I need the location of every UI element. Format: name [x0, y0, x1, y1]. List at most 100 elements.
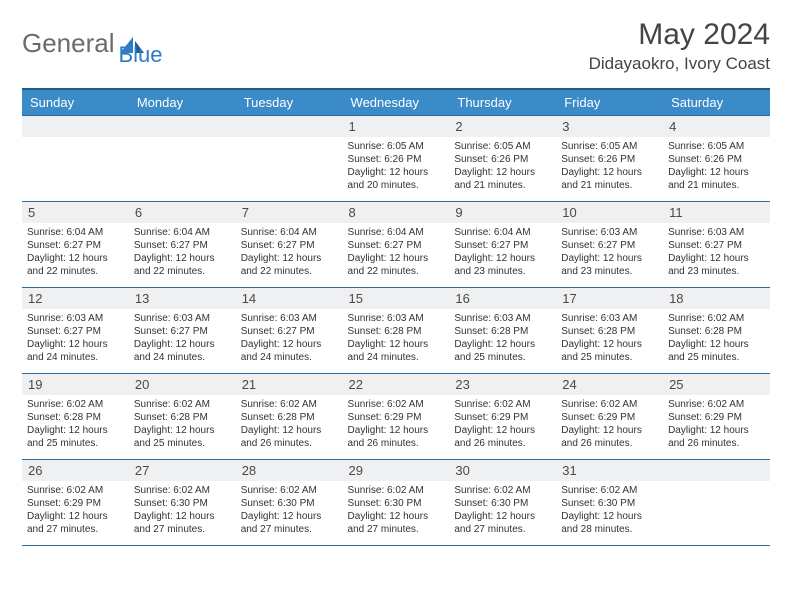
day-number: 17 — [556, 288, 663, 309]
calendar-cell — [129, 116, 236, 202]
calendar-cell: 5Sunrise: 6:04 AMSunset: 6:27 PMDaylight… — [22, 202, 129, 288]
day-number: 30 — [449, 460, 556, 481]
calendar-cell — [663, 460, 770, 546]
calendar-week-row: 12Sunrise: 6:03 AMSunset: 6:27 PMDayligh… — [22, 288, 770, 374]
day-number: 3 — [556, 116, 663, 137]
day-number: 19 — [22, 374, 129, 395]
day-number: 15 — [343, 288, 450, 309]
day-number: 12 — [22, 288, 129, 309]
day-details: Sunrise: 6:02 AMSunset: 6:29 PMDaylight:… — [22, 481, 129, 540]
logo-text-2: Blue — [119, 42, 163, 68]
day-details: Sunrise: 6:03 AMSunset: 6:27 PMDaylight:… — [556, 223, 663, 282]
calendar-cell: 23Sunrise: 6:02 AMSunset: 6:29 PMDayligh… — [449, 374, 556, 460]
day-details: Sunrise: 6:04 AMSunset: 6:27 PMDaylight:… — [22, 223, 129, 282]
logo-text-1: General — [22, 28, 115, 59]
day-number: 21 — [236, 374, 343, 395]
day-number: 16 — [449, 288, 556, 309]
calendar-cell: 20Sunrise: 6:02 AMSunset: 6:28 PMDayligh… — [129, 374, 236, 460]
logo: General Blue — [22, 18, 163, 68]
day-number: 5 — [22, 202, 129, 223]
calendar-cell: 19Sunrise: 6:02 AMSunset: 6:28 PMDayligh… — [22, 374, 129, 460]
calendar-cell: 18Sunrise: 6:02 AMSunset: 6:28 PMDayligh… — [663, 288, 770, 374]
day-details: Sunrise: 6:04 AMSunset: 6:27 PMDaylight:… — [449, 223, 556, 282]
day-number: 25 — [663, 374, 770, 395]
calendar-cell: 13Sunrise: 6:03 AMSunset: 6:27 PMDayligh… — [129, 288, 236, 374]
calendar-cell: 30Sunrise: 6:02 AMSunset: 6:30 PMDayligh… — [449, 460, 556, 546]
calendar-cell: 26Sunrise: 6:02 AMSunset: 6:29 PMDayligh… — [22, 460, 129, 546]
calendar-cell: 25Sunrise: 6:02 AMSunset: 6:29 PMDayligh… — [663, 374, 770, 460]
day-number: 24 — [556, 374, 663, 395]
day-number: 28 — [236, 460, 343, 481]
day-details: Sunrise: 6:02 AMSunset: 6:28 PMDaylight:… — [22, 395, 129, 454]
calendar-cell: 9Sunrise: 6:04 AMSunset: 6:27 PMDaylight… — [449, 202, 556, 288]
calendar-cell: 2Sunrise: 6:05 AMSunset: 6:26 PMDaylight… — [449, 116, 556, 202]
day-number: 26 — [22, 460, 129, 481]
day-details: Sunrise: 6:04 AMSunset: 6:27 PMDaylight:… — [236, 223, 343, 282]
day-number: 8 — [343, 202, 450, 223]
day-number: 18 — [663, 288, 770, 309]
calendar-cell: 7Sunrise: 6:04 AMSunset: 6:27 PMDaylight… — [236, 202, 343, 288]
day-details: Sunrise: 6:03 AMSunset: 6:27 PMDaylight:… — [22, 309, 129, 368]
day-header-row: Sunday Monday Tuesday Wednesday Thursday… — [22, 89, 770, 116]
day-details: Sunrise: 6:04 AMSunset: 6:27 PMDaylight:… — [343, 223, 450, 282]
calendar-cell: 1Sunrise: 6:05 AMSunset: 6:26 PMDaylight… — [343, 116, 450, 202]
day-header: Wednesday — [343, 89, 450, 116]
day-number: 23 — [449, 374, 556, 395]
day-number: 9 — [449, 202, 556, 223]
calendar-cell — [22, 116, 129, 202]
day-header: Monday — [129, 89, 236, 116]
calendar-cell: 24Sunrise: 6:02 AMSunset: 6:29 PMDayligh… — [556, 374, 663, 460]
day-header: Friday — [556, 89, 663, 116]
calendar-week-row: 26Sunrise: 6:02 AMSunset: 6:29 PMDayligh… — [22, 460, 770, 546]
day-number: 14 — [236, 288, 343, 309]
day-details: Sunrise: 6:05 AMSunset: 6:26 PMDaylight:… — [663, 137, 770, 196]
calendar-cell: 27Sunrise: 6:02 AMSunset: 6:30 PMDayligh… — [129, 460, 236, 546]
day-number — [22, 116, 129, 137]
calendar-cell: 14Sunrise: 6:03 AMSunset: 6:27 PMDayligh… — [236, 288, 343, 374]
day-details: Sunrise: 6:02 AMSunset: 6:30 PMDaylight:… — [556, 481, 663, 540]
day-details: Sunrise: 6:02 AMSunset: 6:29 PMDaylight:… — [343, 395, 450, 454]
calendar-cell: 17Sunrise: 6:03 AMSunset: 6:28 PMDayligh… — [556, 288, 663, 374]
day-details: Sunrise: 6:03 AMSunset: 6:28 PMDaylight:… — [556, 309, 663, 368]
day-number: 6 — [129, 202, 236, 223]
calendar-cell: 10Sunrise: 6:03 AMSunset: 6:27 PMDayligh… — [556, 202, 663, 288]
day-details: Sunrise: 6:02 AMSunset: 6:30 PMDaylight:… — [449, 481, 556, 540]
day-header: Sunday — [22, 89, 129, 116]
day-details: Sunrise: 6:02 AMSunset: 6:29 PMDaylight:… — [449, 395, 556, 454]
day-details: Sunrise: 6:03 AMSunset: 6:27 PMDaylight:… — [129, 309, 236, 368]
day-number — [236, 116, 343, 137]
calendar-cell: 11Sunrise: 6:03 AMSunset: 6:27 PMDayligh… — [663, 202, 770, 288]
calendar-cell: 16Sunrise: 6:03 AMSunset: 6:28 PMDayligh… — [449, 288, 556, 374]
day-details: Sunrise: 6:03 AMSunset: 6:27 PMDaylight:… — [236, 309, 343, 368]
calendar-cell: 28Sunrise: 6:02 AMSunset: 6:30 PMDayligh… — [236, 460, 343, 546]
day-number: 2 — [449, 116, 556, 137]
day-number: 11 — [663, 202, 770, 223]
calendar-cell: 12Sunrise: 6:03 AMSunset: 6:27 PMDayligh… — [22, 288, 129, 374]
day-details: Sunrise: 6:05 AMSunset: 6:26 PMDaylight:… — [556, 137, 663, 196]
calendar-table: Sunday Monday Tuesday Wednesday Thursday… — [22, 88, 770, 546]
day-header: Saturday — [663, 89, 770, 116]
day-number — [663, 460, 770, 481]
day-number: 1 — [343, 116, 450, 137]
calendar-cell: 6Sunrise: 6:04 AMSunset: 6:27 PMDaylight… — [129, 202, 236, 288]
day-number: 20 — [129, 374, 236, 395]
day-number — [129, 116, 236, 137]
day-header: Thursday — [449, 89, 556, 116]
calendar-cell: 4Sunrise: 6:05 AMSunset: 6:26 PMDaylight… — [663, 116, 770, 202]
day-number: 27 — [129, 460, 236, 481]
day-number: 31 — [556, 460, 663, 481]
day-details: Sunrise: 6:03 AMSunset: 6:28 PMDaylight:… — [449, 309, 556, 368]
calendar-week-row: 1Sunrise: 6:05 AMSunset: 6:26 PMDaylight… — [22, 116, 770, 202]
day-details: Sunrise: 6:02 AMSunset: 6:28 PMDaylight:… — [236, 395, 343, 454]
day-header: Tuesday — [236, 89, 343, 116]
day-details: Sunrise: 6:02 AMSunset: 6:29 PMDaylight:… — [663, 395, 770, 454]
calendar-cell: 15Sunrise: 6:03 AMSunset: 6:28 PMDayligh… — [343, 288, 450, 374]
day-details: Sunrise: 6:02 AMSunset: 6:30 PMDaylight:… — [236, 481, 343, 540]
calendar-cell: 31Sunrise: 6:02 AMSunset: 6:30 PMDayligh… — [556, 460, 663, 546]
day-details: Sunrise: 6:02 AMSunset: 6:30 PMDaylight:… — [129, 481, 236, 540]
day-number: 7 — [236, 202, 343, 223]
day-details: Sunrise: 6:02 AMSunset: 6:30 PMDaylight:… — [343, 481, 450, 540]
day-details: Sunrise: 6:02 AMSunset: 6:28 PMDaylight:… — [129, 395, 236, 454]
day-details: Sunrise: 6:05 AMSunset: 6:26 PMDaylight:… — [343, 137, 450, 196]
month-title: May 2024 — [589, 18, 770, 52]
